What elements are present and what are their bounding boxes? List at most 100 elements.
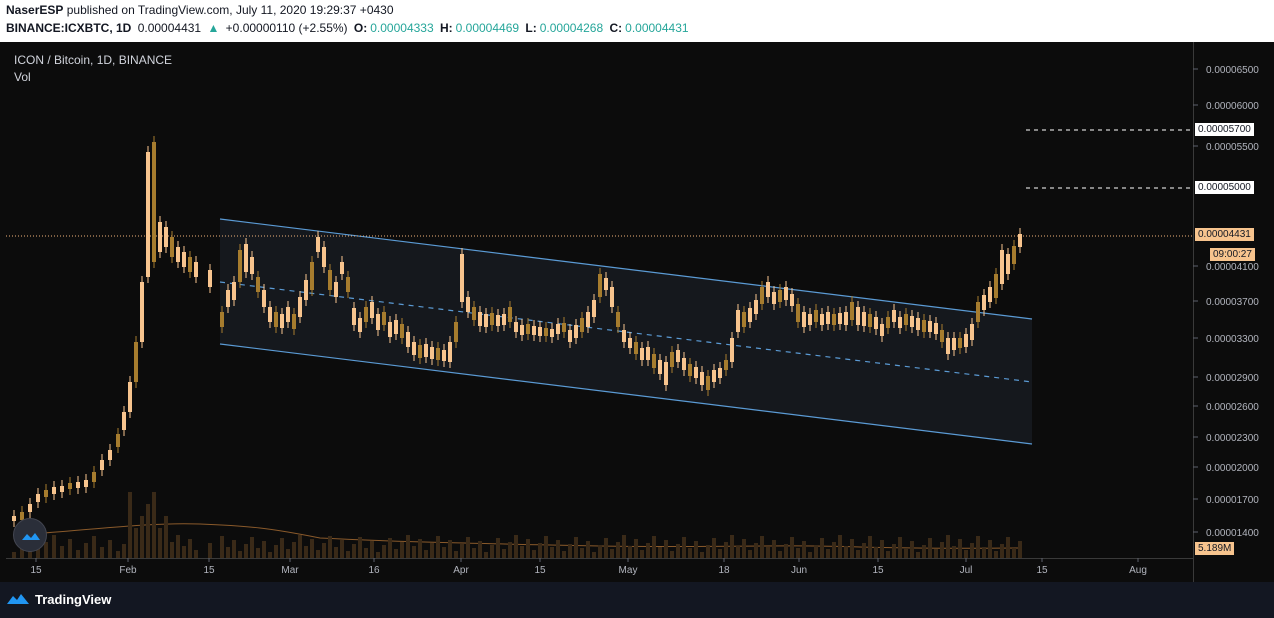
candle-body [382,312,386,325]
candle-body [36,494,40,502]
volume-bar [748,550,752,558]
tradingview-logo[interactable]: TradingView [6,591,111,607]
candle-body [376,314,380,330]
candle-body [274,312,278,327]
candle-body [304,280,308,300]
candle-body [538,327,542,336]
volume-bar [802,541,806,558]
candle-body [952,338,956,350]
candle-body [730,338,734,362]
volume-bar [730,535,734,558]
volume-bar [310,539,314,558]
candle-body [586,312,590,327]
volume-bar [134,528,138,558]
volume-bar [778,551,782,558]
candle-body [286,307,290,322]
candle-body [622,330,626,342]
volume-bar [814,545,818,558]
candle-body [448,342,452,362]
volume-bar [268,552,272,558]
candle-body [84,480,88,487]
candle-body [556,324,560,334]
candle-body [784,287,788,300]
volume-bar [670,551,674,558]
volume-bar [388,538,392,558]
candle-body [874,317,878,329]
volume-bar [280,538,284,558]
candle-body [128,382,132,412]
candle-body [262,290,266,307]
candle-body [60,486,64,492]
candle-body [958,338,962,348]
candle-body [868,314,872,327]
volume-bar [688,548,692,558]
volume-bar [970,543,974,558]
candle-body [526,324,530,334]
volume-bar [400,542,404,558]
candle-body [122,412,126,430]
volume-bar [100,547,104,558]
volume-bar [208,543,212,558]
volume-bar [152,492,156,558]
candle-body [1006,254,1010,274]
candle-body [152,142,156,262]
chart-canvas[interactable]: 0.00006500 0.00006000 0.00005500 0.00004100… [0,42,1274,582]
candle-body [658,360,662,374]
volume-bar [478,541,482,558]
volume-bar [892,544,896,558]
volume-bar [682,537,686,558]
footer-brand: TradingView [35,591,112,607]
candle-body [194,262,198,277]
channel-mid-line [219,281,1033,383]
close-value: 0.00004431 [625,21,689,35]
volume-bar [874,547,878,558]
candle-body [370,302,374,318]
candle-body [694,367,698,378]
volume-bar [364,548,368,558]
candle-body [808,314,812,325]
candle-body [490,313,494,325]
volume-bar [430,543,434,558]
volume-bar [610,549,614,558]
candle-body [292,314,296,329]
time-tick-label: 18 [718,565,730,576]
publish-line: NaserESP published on TradingView.com, J… [6,3,394,17]
volume-bar [928,538,932,558]
volume-bar [250,537,254,558]
publish-text: published on TradingView.com, July 11, 2… [66,3,394,17]
alert-level-tag-5000[interactable]: 0.00005000 [1195,181,1254,194]
tradingview-cloud-icon[interactable] [13,518,47,552]
volume-legend[interactable]: Vol [14,70,31,84]
symbol-label[interactable]: BINANCE:ICXBTC, 1D [6,21,132,35]
volume-bar [862,543,866,558]
volume-bar [170,542,174,558]
volume-bar [838,535,842,558]
last-price: 0.00004431 [137,21,202,35]
candle-body [544,328,548,336]
time-tick-label: Jun [791,565,807,576]
candle-body [44,490,48,497]
alert-level-tag-5700[interactable]: 0.00005700 [1195,123,1254,136]
time-tick-label: Feb [119,565,137,576]
candle-body [1012,246,1016,264]
volume-bar [76,550,80,558]
volume-bar [424,550,428,558]
volume-bar [694,541,698,558]
author-name[interactable]: NaserESP [6,3,64,17]
chart-legend-title[interactable]: ICON / Bitcoin, 1D, BINANCE [14,53,173,67]
volume-bar [616,542,620,558]
volume-bar [580,548,584,558]
price-tick-label: 0.00006000 [1206,101,1259,112]
candle-body [946,338,950,354]
up-arrow-icon: ▲ [207,21,220,35]
volume-bar [140,516,144,558]
candle-body [188,257,192,272]
volume-bar [766,547,770,558]
channel-lower-line [219,343,1033,445]
candle-body [646,347,650,360]
volume-bar [898,537,902,558]
candle-body [802,312,806,327]
candle-body [220,312,224,327]
volume-bar [116,551,120,558]
candle-body [850,302,854,320]
